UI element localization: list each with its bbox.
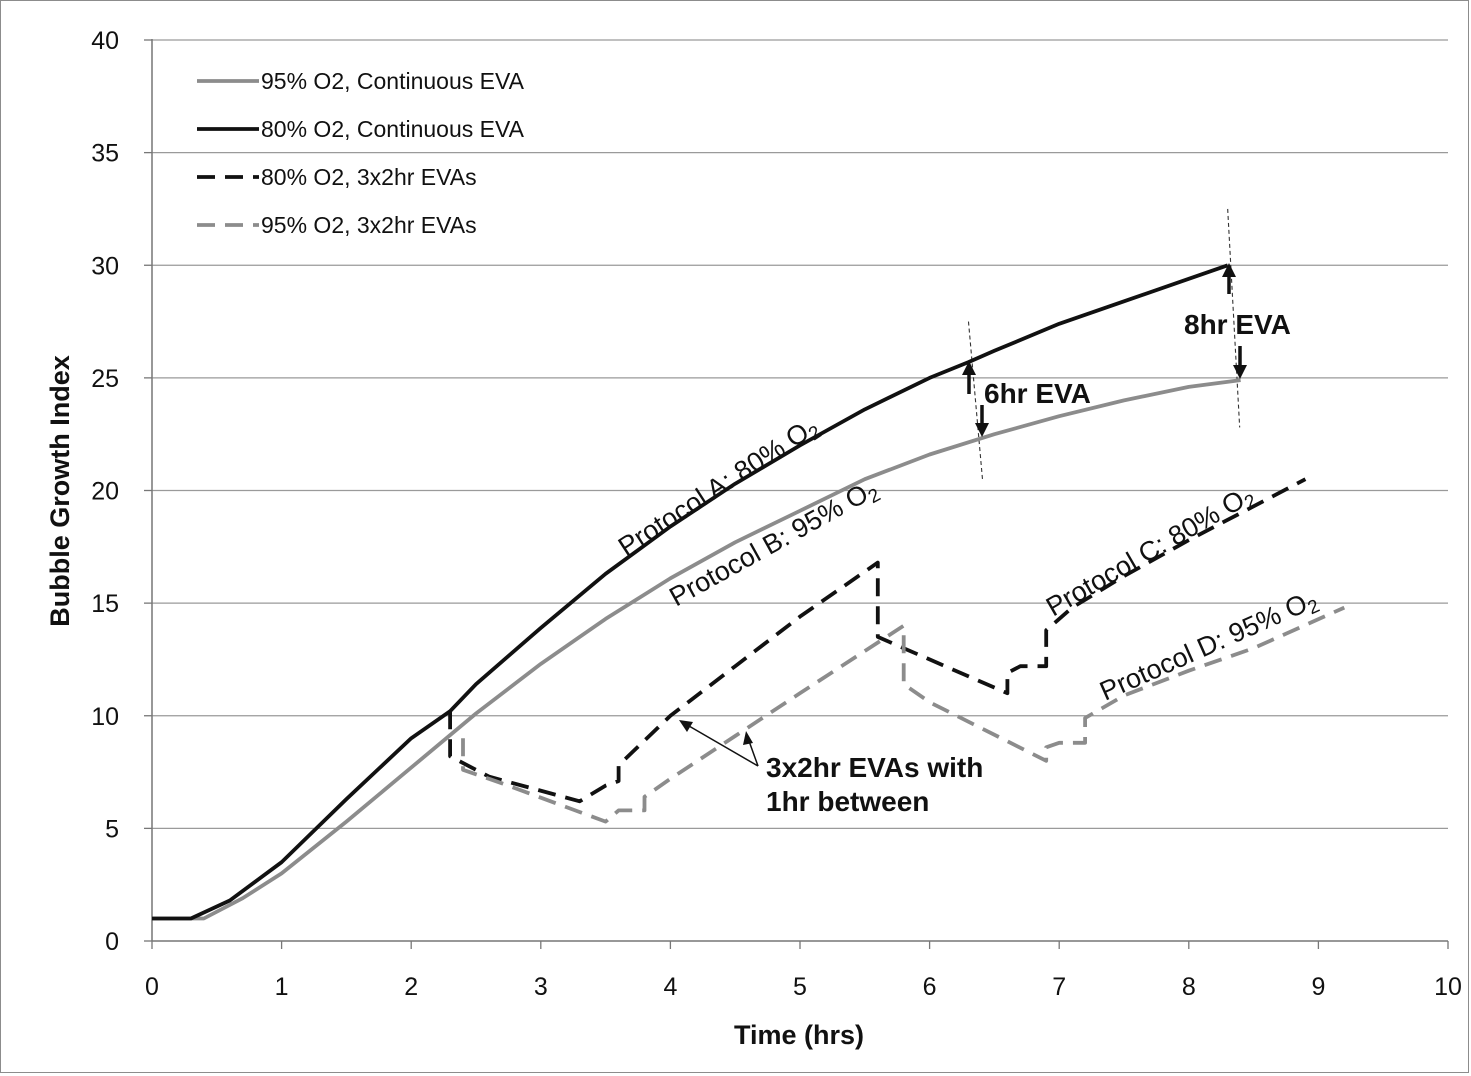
series-line-1 [152, 378, 1241, 921]
y-tick-labels: 0 5 10 15 20 25 30 35 40 [91, 27, 119, 956]
y-tick-label-5: 5 [105, 815, 119, 843]
y-tick-label-35: 35 [91, 140, 119, 168]
x-tick-label-3: 3 [534, 973, 548, 1001]
grid-lines [152, 39, 1448, 830]
legend-label-3: 80% O2, 3x2hr EVAs [261, 164, 477, 190]
evas-note-line1: 3x2hr EVAs with [766, 752, 983, 783]
y-tick-label-10: 10 [91, 703, 119, 731]
x-tick-label-4: 4 [663, 973, 677, 1001]
x-tick-label-2: 2 [404, 973, 418, 1001]
y-tick-label-30: 30 [91, 252, 119, 280]
evas-note-line2: 1hr between [766, 786, 929, 817]
x-tick-labels: 0 1 2 3 4 5 6 7 8 9 10 [145, 973, 1462, 1001]
y-tick-label-25: 25 [91, 365, 119, 393]
eva-6hr-label: 6hr EVA [984, 378, 1091, 409]
series-lines [152, 263, 1346, 921]
y-tick-label-15: 15 [91, 590, 119, 618]
x-tick-label-8: 8 [1182, 973, 1196, 1001]
series-line-3 [448, 477, 1307, 804]
x-tick-label-1: 1 [275, 973, 289, 1001]
evas-pointer-arrow-1 [679, 720, 759, 767]
legend-label-2: 80% O2, Continuous EVA [261, 116, 525, 142]
series-line-4 [461, 605, 1346, 824]
eva-guide-line-1 [967, 321, 984, 480]
eva-guide-line-2 [1227, 208, 1241, 428]
y-tick-label-40: 40 [91, 27, 119, 55]
x-tick-label-0: 0 [145, 973, 159, 1001]
eva-guide-lines [967, 208, 1241, 480]
x-axis-title: Time (hrs) [734, 1020, 864, 1050]
y-axis-title: Bubble Growth Index [45, 355, 75, 627]
eva-8hr-up-arrow [1222, 263, 1236, 294]
x-tick-label-9: 9 [1311, 973, 1325, 1001]
evas-pointer-arrow-2 [743, 731, 759, 767]
y-tick-label-0: 0 [105, 928, 119, 956]
y-tick-label-20: 20 [91, 478, 119, 506]
eva-6hr-down-arrow [975, 405, 989, 437]
x-tick-label-10: 10 [1434, 973, 1462, 1001]
series-line-2 [152, 263, 1229, 921]
axes [144, 39, 1449, 949]
legend-label-4: 95% O2, 3x2hr EVAs [261, 212, 477, 238]
legend: 95% O2, Continuous EVA 80% O2, Continuous… [197, 68, 525, 238]
eva-8hr-label: 8hr EVA [1184, 309, 1291, 340]
x-tick-label-7: 7 [1052, 973, 1066, 1001]
x-tick-label-6: 6 [923, 973, 937, 1001]
eva-8hr-down-arrow [1233, 346, 1247, 379]
legend-label-1: 95% O2, Continuous EVA [261, 68, 525, 94]
eva-6hr-up-arrow [962, 361, 976, 394]
x-tick-label-5: 5 [793, 973, 807, 1001]
